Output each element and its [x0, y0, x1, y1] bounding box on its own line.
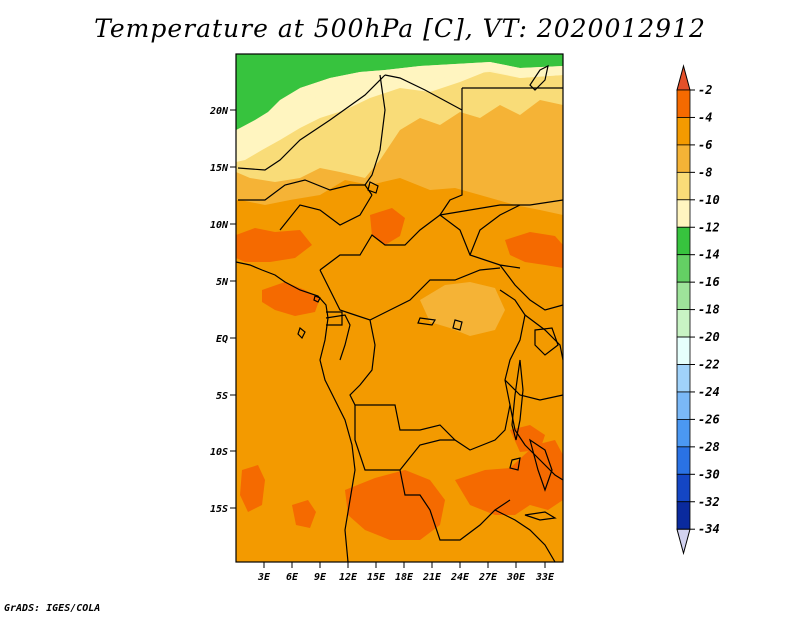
colorbar-swatch [676, 117, 691, 146]
colorbar-swatch [676, 199, 691, 228]
colorbar-swatch [676, 336, 691, 365]
lon-label: 21E [422, 572, 442, 583]
lon-label: 33E [535, 572, 555, 583]
colorbar-label: -30 [698, 467, 720, 481]
colorbar-label: -12 [698, 220, 720, 234]
colorbar-swatch [676, 281, 691, 310]
colorbar-swatch [676, 171, 691, 201]
lon-label: 15E [367, 572, 386, 583]
colorbar-swatch [676, 364, 691, 393]
lon-label: 12E [339, 572, 358, 583]
colorbar-label: -2 [698, 83, 712, 97]
lon-label: 18E [395, 572, 414, 583]
colorbar-swatch [676, 226, 691, 256]
lakes [297, 64, 559, 521]
colorbar-label: -10 [698, 193, 720, 207]
country-borders [235, 74, 564, 563]
colorbar-swatch [676, 254, 691, 283]
colorbar-swatch [676, 473, 691, 503]
colorbar-label: -18 [698, 303, 720, 317]
colorbar-label: -20 [698, 330, 720, 344]
lat-label: 5N [216, 277, 229, 288]
lat-label: 10S [210, 447, 228, 458]
lon-label: 27E [478, 572, 498, 583]
colorbar-label: -26 [698, 412, 720, 426]
lat-label: EQ [216, 334, 228, 345]
colorbar-label: -4 [698, 110, 712, 124]
colorbar-label: -16 [698, 275, 720, 289]
colorbar-label: -22 [698, 358, 720, 372]
colorbar-swatch [676, 309, 691, 338]
colorbar-swatch [676, 446, 691, 475]
latitude-axis: 20N 15N 10N 5N EQ 5S 10S 15S [209, 106, 236, 515]
field-warm-patches [236, 208, 563, 540]
lat-label: 15S [210, 504, 228, 515]
lon-label: 24E [450, 572, 470, 583]
colorbar-swatch [676, 391, 691, 420]
colorbar: -2 -4 -6 -8 -10 -12 -14 -16 -18 -20 -22 -24 -26 -28 -3… [676, 64, 720, 556]
longitude-axis: 3E 6E 9E 12E 15E 18E 21E 24E 27E 30E 33E [257, 562, 555, 583]
lon-label: 6E [286, 572, 299, 583]
colorbar-swatch [676, 501, 691, 530]
lon-label: 3E [257, 572, 271, 583]
colorbar-over-arrow [676, 64, 691, 91]
map-panel [235, 53, 564, 563]
colorbar-label: -32 [698, 495, 720, 509]
lat-label: 10N [210, 220, 229, 231]
map-frame [235, 53, 564, 563]
field-band-minus14 [236, 54, 563, 130]
colorbar-label: -6 [698, 138, 712, 152]
lat-label: 5S [216, 391, 228, 402]
grads-credit: GrADS: IGES/COLA [4, 603, 101, 614]
colorbar-label: -34 [698, 522, 720, 536]
colorbar-label: -28 [698, 440, 720, 454]
lat-label: 15N [210, 163, 229, 174]
colorbar-swatch [676, 418, 691, 448]
field-blob-minus8 [420, 282, 505, 336]
colorbar-label: -24 [698, 385, 720, 399]
map-title: Temperature at 500hPa [C], VT: 202001291… [94, 14, 706, 43]
colorbar-under-arrow [676, 528, 691, 556]
colorbar-swatch [676, 89, 691, 118]
lon-label: 30E [506, 572, 526, 583]
colorbar-swatch [676, 144, 691, 173]
lat-label: 20N [209, 106, 229, 117]
colorbar-label: -8 [698, 165, 712, 179]
colorbar-label: -14 [698, 248, 720, 262]
lon-label: 9E [314, 572, 327, 583]
